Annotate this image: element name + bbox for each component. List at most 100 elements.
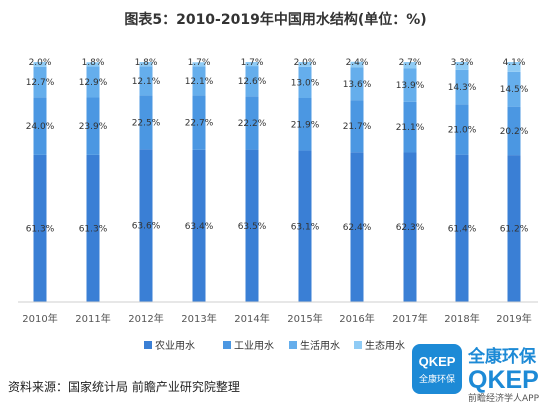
- data-label: 14.3%: [448, 83, 477, 93]
- legend-label: 生态用水: [365, 339, 405, 352]
- data-label: 24.0%: [26, 122, 55, 132]
- bar-segment: [350, 61, 364, 68]
- chart-title: 图表5：2010-2019年中国用水结构(单位：%): [124, 12, 427, 28]
- bar-segment: [403, 62, 417, 69]
- data-label: 62.4%: [343, 223, 372, 233]
- bar-segment: [192, 95, 206, 150]
- data-label: 3.3%: [451, 58, 474, 68]
- bar-segment: [403, 152, 417, 302]
- bar-segment: [86, 154, 100, 302]
- x-tick-label: 2011年: [75, 312, 110, 325]
- bar-segment: [298, 66, 312, 98]
- bar-segment: [33, 62, 47, 67]
- data-label: 20.2%: [500, 127, 529, 137]
- bar-segment: [86, 97, 100, 155]
- data-label: 1.7%: [188, 58, 211, 68]
- bar-segment: [507, 106, 521, 156]
- logo-brand-en: QKEP: [468, 366, 539, 394]
- bar-segment: [245, 149, 259, 302]
- x-tick-label: 2019年: [496, 312, 531, 325]
- bar-segment: [86, 66, 100, 98]
- data-label: 21.1%: [396, 123, 425, 133]
- x-tick-label: 2010年: [22, 312, 57, 325]
- data-label: 4.1%: [503, 58, 526, 68]
- x-tick-label: 2017年: [392, 312, 427, 325]
- legend-label: 农业用水: [155, 339, 195, 352]
- data-label: 63.6%: [132, 222, 161, 232]
- bar-segment: [86, 62, 100, 67]
- bar-segment: [403, 68, 417, 102]
- x-axis-ticks: 2010年 2011年 2012年 2013年 2014年 2015年 2016年 2017年…: [22, 312, 531, 325]
- data-label: 13.0%: [291, 78, 320, 88]
- data-label: 63.5%: [238, 222, 267, 232]
- bar-segment: [403, 101, 417, 153]
- bar-segment: [245, 62, 259, 67]
- data-label: 12.7%: [26, 78, 55, 88]
- logo-tagline: 前瞻经济学人APP: [468, 392, 540, 404]
- bars-layer: [33, 61, 521, 302]
- data-label: 1.8%: [135, 58, 158, 68]
- bar-segment: [33, 154, 47, 302]
- bar-segment: [455, 69, 469, 105]
- data-label: 12.9%: [79, 78, 108, 88]
- bar-segment: [192, 62, 206, 67]
- bar-segment: [455, 154, 469, 302]
- data-label: 22.5%: [132, 118, 161, 128]
- bar-segment: [139, 66, 153, 96]
- data-label: 1.8%: [82, 58, 105, 68]
- data-label: 12.6%: [238, 77, 267, 87]
- bar-segment: [139, 62, 153, 67]
- source-note: 资料来源：国家统计局 前瞻产业研究院整理: [8, 380, 240, 394]
- data-label: 61.3%: [79, 224, 108, 234]
- data-label: 61.3%: [26, 224, 55, 234]
- logo-badge-subtext: 全康环保: [419, 373, 455, 385]
- x-tick-label: 2014年: [234, 312, 269, 325]
- x-tick-label: 2015年: [287, 312, 322, 325]
- data-label: 22.7%: [185, 119, 214, 129]
- data-label: 62.3%: [396, 223, 425, 233]
- data-label: 63.1%: [291, 222, 320, 232]
- data-label: 2.4%: [346, 58, 369, 68]
- data-labels-layer: 61.3% 24.0% 12.7% 2.0% 61.3% 23.9% 12.9% 1.8% 63…: [26, 58, 529, 235]
- data-label: 12.1%: [132, 77, 161, 87]
- data-label: 2.7%: [399, 58, 422, 68]
- bar-segment: [33, 97, 47, 155]
- logo-badge: [412, 344, 462, 394]
- bar-segment: [245, 66, 259, 97]
- legend-label: 工业用水: [234, 340, 274, 352]
- bar-segment: [139, 95, 153, 150]
- bar-segment: [192, 66, 206, 96]
- bar-segment: [139, 149, 153, 302]
- data-label: 1.7%: [241, 58, 264, 68]
- bar-segment: [455, 62, 469, 70]
- legend-swatch: [223, 341, 231, 349]
- data-label: 12.1%: [185, 77, 214, 87]
- x-tick-label: 2018年: [444, 312, 479, 325]
- legend-swatch: [144, 341, 152, 349]
- data-label: 2.0%: [29, 58, 52, 68]
- data-label: 14.5%: [500, 85, 529, 95]
- data-label: 23.9%: [79, 122, 108, 132]
- bar-segment: [507, 71, 521, 107]
- bar-segment: [350, 67, 364, 101]
- data-label: 13.6%: [343, 80, 372, 90]
- bar-segment: [245, 96, 259, 150]
- data-label: 61.2%: [500, 225, 529, 235]
- legend-label: 生活用水: [300, 339, 340, 352]
- bar-segment: [298, 62, 312, 67]
- bar-segment: [507, 62, 521, 72]
- logo-brand-cn: 全康环保: [467, 346, 537, 367]
- x-tick-label: 2013年: [181, 312, 216, 325]
- data-label: 22.2%: [238, 119, 267, 129]
- x-tick-label: 2016年: [339, 312, 374, 325]
- bar-segment: [192, 149, 206, 302]
- bar-segment: [33, 66, 47, 98]
- bar-segment: [350, 100, 364, 153]
- logo-badge-text: QKEP: [419, 354, 456, 369]
- legend-swatch: [354, 341, 362, 349]
- data-label: 2.0%: [294, 58, 317, 68]
- data-label: 63.4%: [185, 222, 214, 232]
- data-label: 61.4%: [448, 224, 477, 234]
- data-label: 21.0%: [448, 125, 477, 135]
